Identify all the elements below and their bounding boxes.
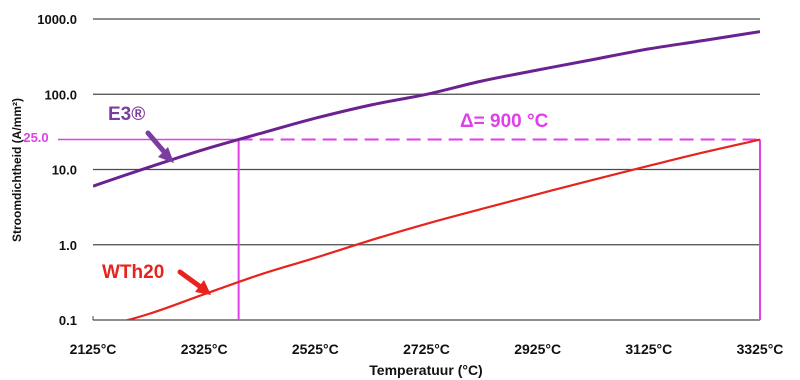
y-tick-label: 10.0 (52, 163, 77, 178)
x-tick-labels: 2125°C 2325°C 2525°C 2725°C 2925°C 3125°C 3325… (70, 341, 784, 357)
y-tick-labels: 0.1 1.0 10.0 100.0 1000.0 (37, 12, 77, 328)
delta-label: Δ= 900 °C (460, 111, 549, 132)
x-tick-label: 2925°C (514, 341, 561, 357)
x-tick-label: 3325°C (737, 341, 784, 357)
x-tick-label: 3125°C (625, 341, 672, 357)
y-axis-title: Stroomdichtheid (A/mm²) (10, 98, 24, 242)
delta-markers (58, 138, 761, 320)
y-tick-label: 0.1 (59, 313, 77, 328)
series-label-wth20: WTh20 (102, 262, 164, 283)
series-line-wth20 (124, 138, 760, 320)
series-line-e3 (93, 30, 760, 188)
x-axis-title: Temperatuur (°C) (369, 362, 482, 378)
x-tick-label: 2725°C (403, 341, 450, 357)
y-marker-label: 25.0 (23, 130, 48, 145)
y-tick-label: 100.0 (44, 87, 77, 102)
x-tick-label: 2125°C (70, 341, 117, 357)
x-tick-label: 2525°C (292, 341, 339, 357)
series-lines (93, 30, 760, 320)
x-tick-label: 2325°C (181, 341, 228, 357)
series-label-e3: E3® (108, 104, 145, 125)
y-tick-label: 1.0 (59, 238, 77, 253)
arrow-e3-icon (145, 130, 174, 163)
y-tick-label: 1000.0 (37, 12, 77, 27)
arrow-wth20-icon (177, 269, 211, 295)
grid-lines (92, 18, 760, 321)
